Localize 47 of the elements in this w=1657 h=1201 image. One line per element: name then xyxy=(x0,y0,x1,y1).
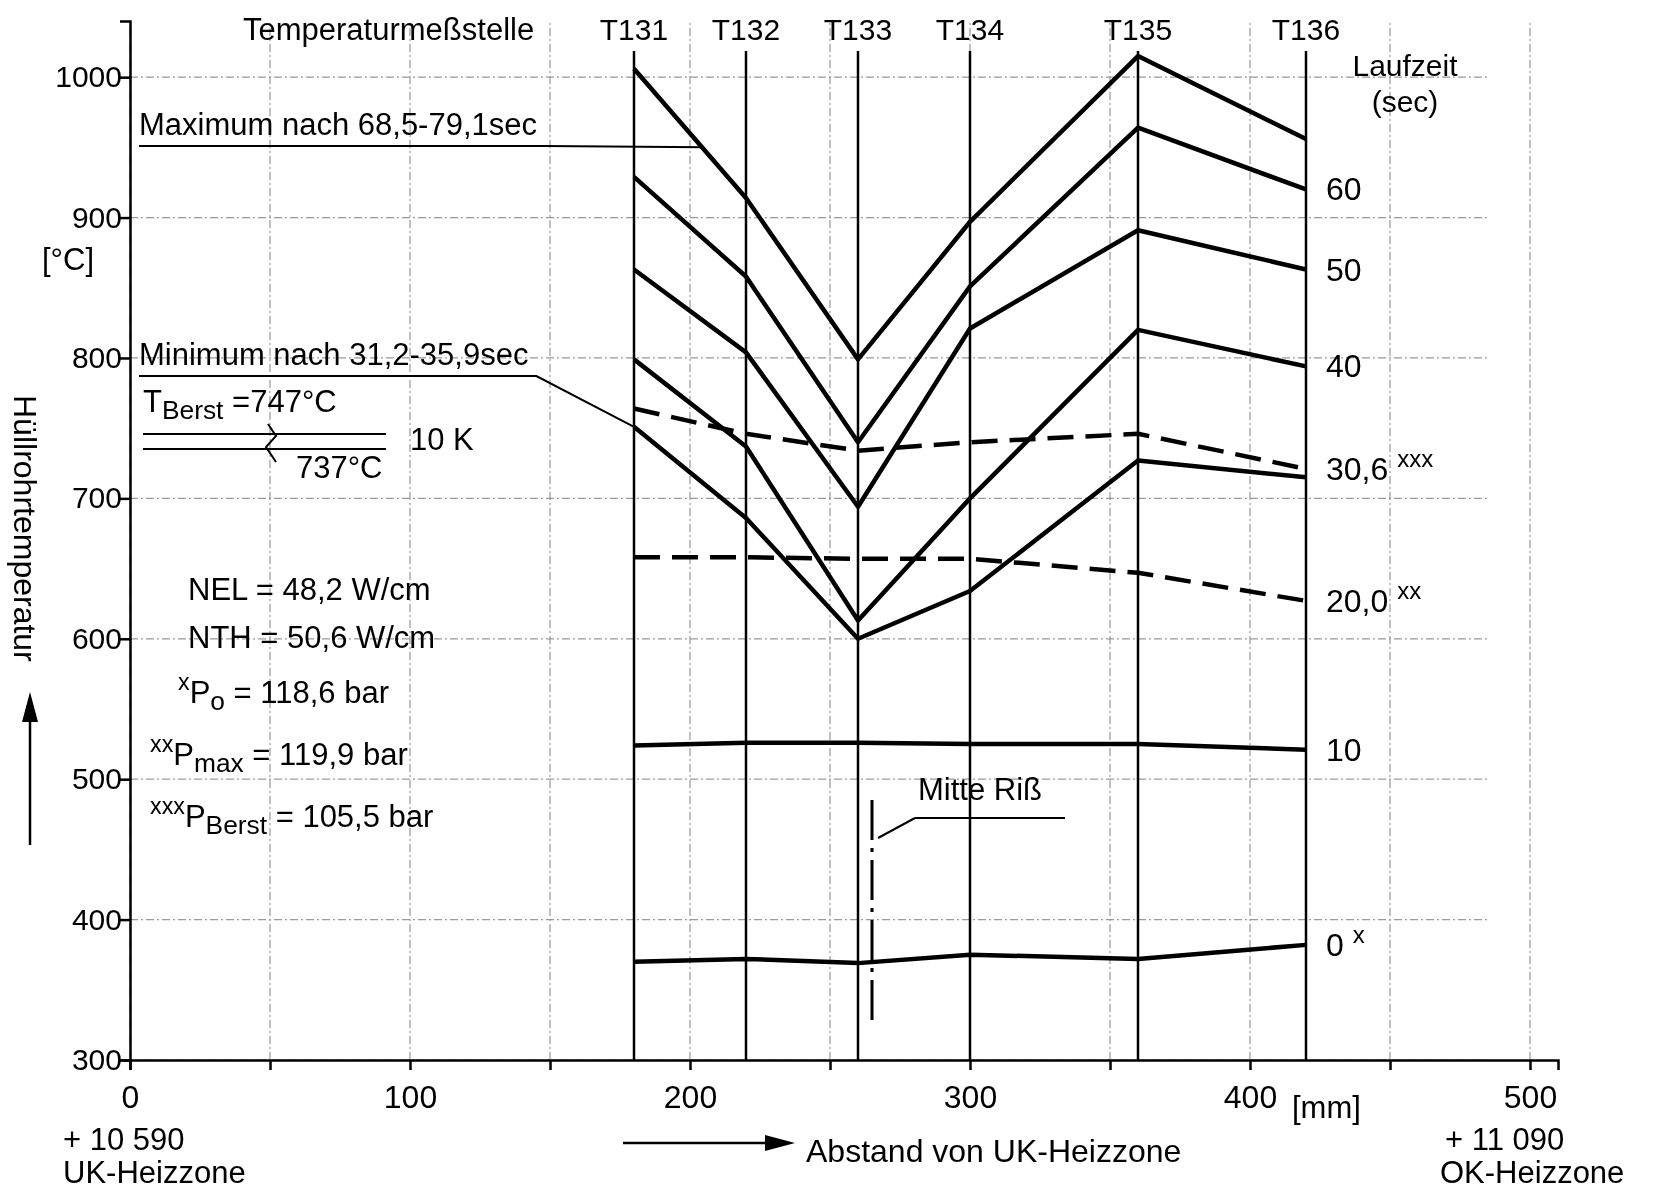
series-label: 30,6 $^{xxx}$ xyxy=(1326,444,1434,487)
annotation: 737°C xyxy=(296,450,383,485)
x-tick-label: 0 xyxy=(121,1079,140,1116)
x-tick-label: 500 xyxy=(1503,1079,1558,1116)
x-tick-label: 200 xyxy=(663,1079,718,1116)
annotation: $^{x}$P$_{o}$ = 118,6 bar xyxy=(178,669,389,716)
y-tick-label: 1000 xyxy=(55,60,122,94)
y-tick-label: 900 xyxy=(71,200,122,234)
x-axis-title: Abstand von UK-Heizzone xyxy=(806,1133,1182,1169)
y-tick-label: 600 xyxy=(71,621,122,655)
annotation: 10 K xyxy=(410,422,475,457)
annotation: T$_{Berst}$ =747°C xyxy=(143,384,337,425)
series-label: 40 xyxy=(1326,348,1362,385)
ref-line-label: T134 xyxy=(935,13,1005,46)
text: [°C] xyxy=(42,242,95,277)
y-tick-label: 500 xyxy=(71,762,122,796)
series-label: 0 $^{x}$ xyxy=(1326,920,1365,963)
y-axis-title: Hüllrohrtemperatur xyxy=(7,395,43,663)
legend-title: Laufzeit (sec) xyxy=(1352,49,1459,118)
x-tick-label: 100 xyxy=(383,1079,438,1116)
text: UK-Heizzone xyxy=(63,1155,246,1190)
ref-line-label: T132 xyxy=(711,13,781,46)
series-label: 60 xyxy=(1326,171,1362,208)
text: + 11 090 xyxy=(1445,1122,1565,1157)
y-tick-label: 300 xyxy=(71,1043,122,1077)
x-tick-label: 300 xyxy=(943,1079,998,1116)
annotation: $^{xxx}$P$_{Berst}$ = 105,5 bar xyxy=(150,793,434,840)
series-label: 50 xyxy=(1326,251,1362,288)
annotation: $^{xx}$P$_{max}$ = 119,9 bar xyxy=(150,731,408,778)
annotation: Maximum nach 68,5-79,1sec xyxy=(139,107,538,142)
text: OK-Heizzone xyxy=(1440,1155,1625,1190)
annotation: NTH = 50,6 W/cm xyxy=(188,620,436,655)
annotation: NEL = 48,2 W/cm xyxy=(188,572,431,607)
y-tick-label: 400 xyxy=(71,902,122,936)
ref-line-label: T136 xyxy=(1271,13,1341,46)
ref-line-label: T131 xyxy=(599,13,669,46)
text: + 10 590 xyxy=(63,1122,185,1157)
y-tick-label: 800 xyxy=(71,341,122,375)
ref-line-label: T135 xyxy=(1103,13,1173,46)
series-label: 20,0 $^{xx}$ xyxy=(1326,576,1422,619)
x-tick-label: 400 xyxy=(1223,1079,1278,1116)
ref-line-label: T133 xyxy=(823,13,893,46)
y-tick-label: 700 xyxy=(71,481,122,515)
annotation: Minimum nach 31,2-35,9sec xyxy=(139,337,529,372)
text: [mm] xyxy=(1292,1090,1361,1125)
annotation: Temperaturmeßstelle xyxy=(243,12,535,47)
series-label: 10 xyxy=(1326,731,1362,768)
